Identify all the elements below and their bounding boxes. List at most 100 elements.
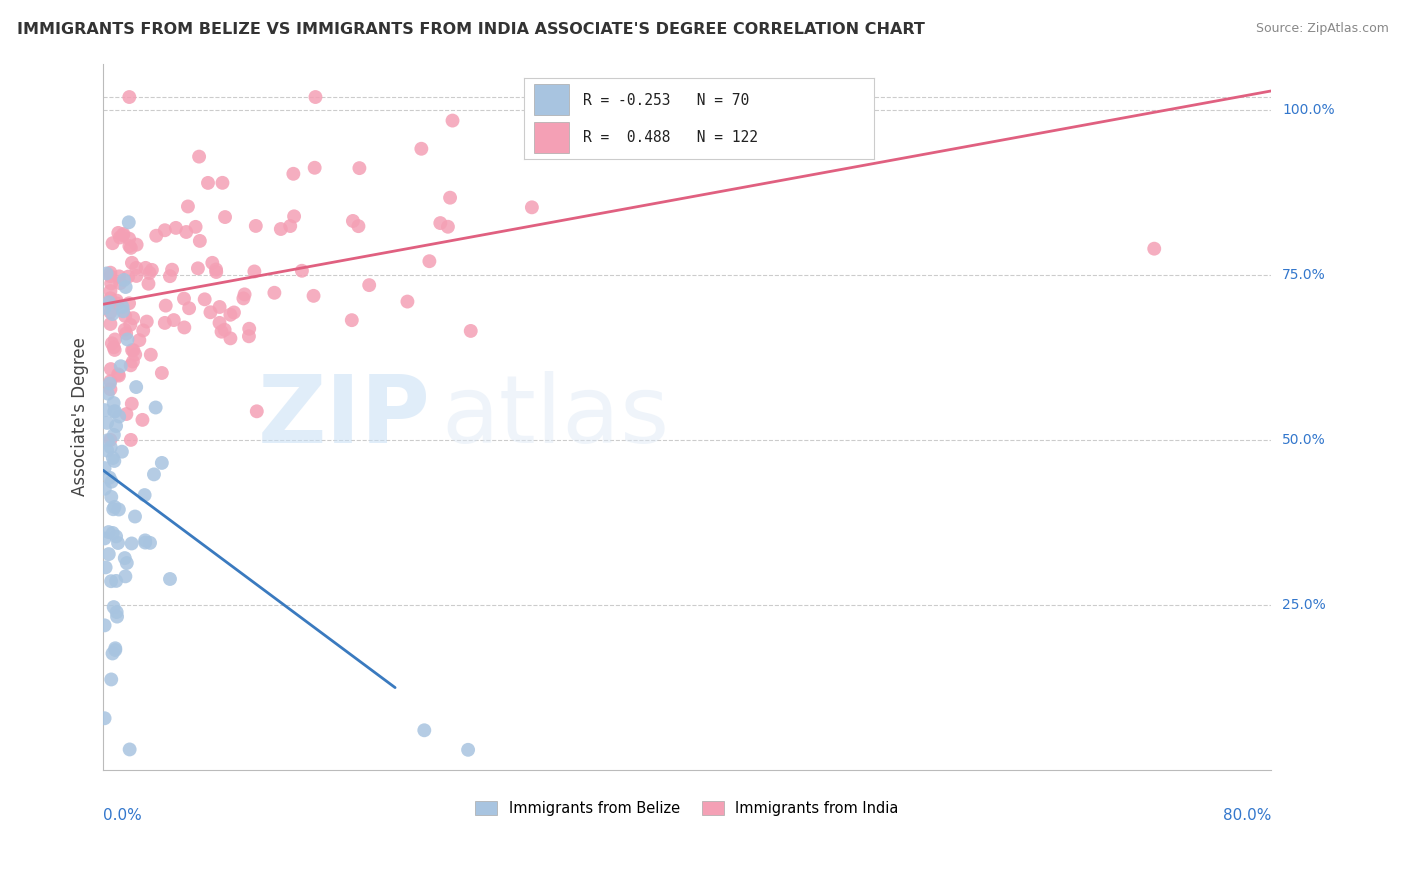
Point [219,331,242,345]
Point [115,407,138,421]
Point [105,574,128,588]
Point [173,320,195,334]
Point [125,380,148,394]
Point [411,142,433,156]
Text: 0.0%: 0.0% [103,808,142,823]
Point [205,265,228,279]
Point [118,232,141,246]
Point [111,300,134,314]
Point [105,529,128,543]
Point [197,176,219,190]
Point [138,266,160,280]
Point [112,304,135,318]
Point [100,317,122,331]
Point [97,547,120,561]
Point [124,348,146,362]
Point [131,413,153,427]
Point [98,376,121,391]
Point [101,647,124,661]
Point [122,354,145,368]
Point [359,278,381,293]
Point [208,300,231,314]
Point [188,150,211,164]
Point [108,502,131,516]
Point [100,269,122,284]
Point [107,226,129,240]
Point [98,471,121,485]
Point [238,329,260,343]
Point [211,325,233,339]
Text: IMMIGRANTS FROM BELIZE VS IMMIGRANTS FROM INDIA ASSOCIATE'S DEGREE CORRELATION C: IMMIGRANTS FROM BELIZE VS IMMIGRANTS FRO… [17,22,925,37]
Point [232,292,254,306]
Point [108,269,131,284]
Point [159,269,181,284]
Point [96,416,118,430]
Point [125,268,148,283]
Point [283,210,305,224]
Point [93,461,115,475]
Point [103,454,125,468]
Point [117,269,139,284]
Point [114,309,136,323]
Point [214,210,236,224]
Point [184,219,207,234]
Point [124,509,146,524]
Point [114,551,136,566]
Text: atlas: atlas [441,371,671,463]
Point [278,219,301,233]
Point [153,223,176,237]
Point [145,228,167,243]
Point [118,742,141,756]
Point [283,167,305,181]
Point [112,273,135,287]
Point [270,222,292,236]
Point [163,313,186,327]
Point [100,475,122,489]
Point [118,239,141,253]
Point [187,261,209,276]
Point [93,301,115,315]
Point [103,428,125,442]
Point [93,618,115,632]
Point [139,348,162,362]
Point [120,318,142,332]
Point [108,230,131,244]
Point [122,311,145,326]
Point [107,368,129,382]
Y-axis label: Associate's Degree: Associate's Degree [72,337,89,496]
Point [101,336,124,351]
Point [134,535,156,549]
Point [97,434,120,448]
Point [128,333,150,347]
Point [439,191,461,205]
Point [100,374,122,388]
Point [134,488,156,502]
Point [103,340,125,354]
Point [460,324,482,338]
Point [141,263,163,277]
Point [96,443,118,458]
Point [100,266,122,280]
Point [104,643,127,657]
Text: ZIP: ZIP [257,371,430,463]
Point [173,292,195,306]
Point [347,219,370,234]
Point [115,326,138,341]
Point [103,396,125,410]
Point [100,291,122,305]
Point [219,308,242,322]
Point [342,214,364,228]
Point [150,456,173,470]
Point [138,277,160,291]
Point [155,299,177,313]
Point [174,225,197,239]
Point [145,401,167,415]
Point [243,264,266,278]
Point [101,525,124,540]
Point [100,284,122,298]
Point [105,296,128,310]
Point [205,262,228,277]
Point [93,403,115,417]
Point [208,316,231,330]
Point [238,322,260,336]
